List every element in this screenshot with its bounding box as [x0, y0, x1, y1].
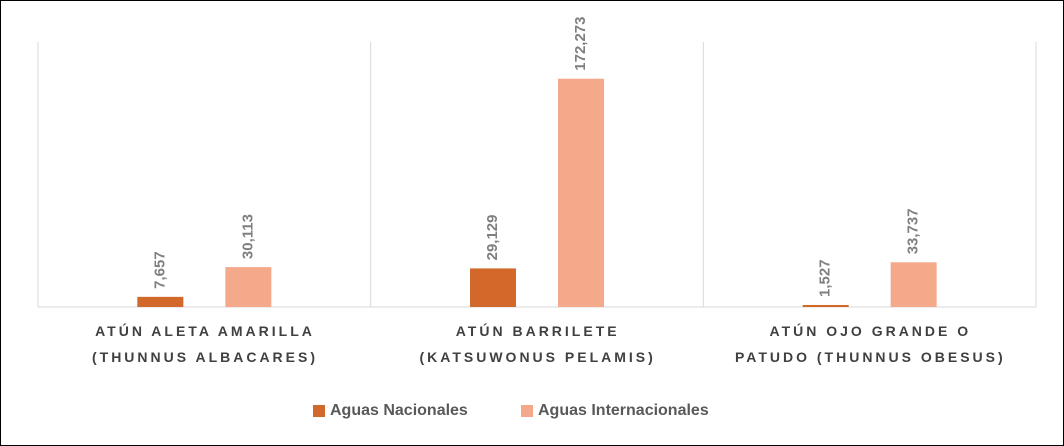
- bar: [802, 304, 849, 307]
- value-label: 172,273: [572, 17, 589, 71]
- x-tick-label: ATÚN ALETA AMARILLA (THUNNUS ALBACARES): [91, 323, 319, 365]
- value-label: 7,657: [151, 251, 168, 289]
- value-label: 1,527: [817, 259, 834, 297]
- value-label: 33,737: [905, 208, 922, 254]
- bar: [558, 78, 604, 307]
- bar: [890, 262, 937, 307]
- legend-label: Aguas Internacionales: [538, 402, 709, 419]
- value-label: 29,129: [484, 215, 501, 261]
- legend-label: Aguas Nacionales: [330, 402, 468, 419]
- bar: [225, 267, 272, 307]
- bar: [137, 296, 184, 307]
- bar: [470, 268, 516, 307]
- value-label: 30,113: [239, 214, 256, 259]
- legend-swatch: [521, 405, 533, 417]
- legend-swatch: [313, 405, 325, 417]
- x-tick-label: ATÚN OJO GRANDE O PATUDO (THUNNUS OBESUS…: [734, 323, 1006, 365]
- x-tick-label: ATÚN BARRILETE (KATSUWONUS PELAMIS): [419, 323, 656, 365]
